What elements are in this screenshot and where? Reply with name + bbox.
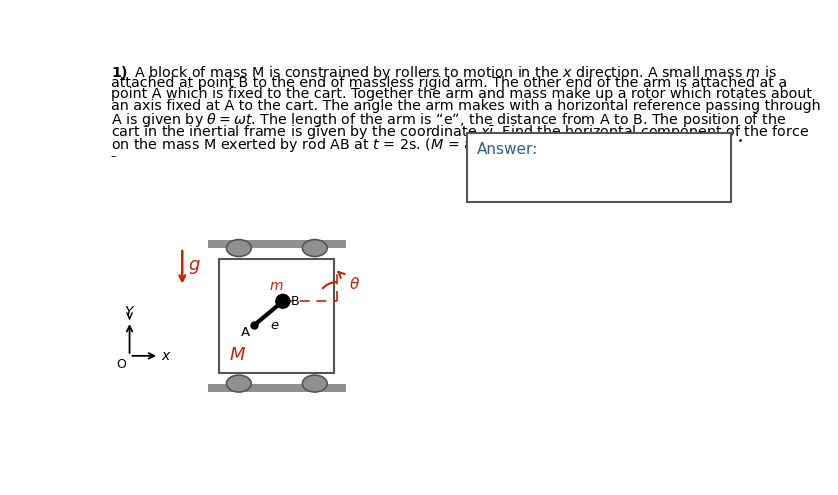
Text: $M$: $M$	[229, 346, 246, 363]
Text: A is given by $\theta = \omega t$. The length of the arm is “e”, the distance fr: A is given by $\theta = \omega t$. The l…	[111, 111, 786, 129]
Text: $\mathbf{1)}$: $\mathbf{1)}$	[111, 64, 128, 81]
Text: $x$: $x$	[162, 349, 172, 363]
Text: attached at point B to the end of massless rigid arm. The other end of the arm i: attached at point B to the end of massle…	[111, 76, 787, 90]
Text: Answer:: Answer:	[477, 142, 538, 157]
Text: an axis fixed at A to the cart. The angle the arm makes with a horizontal refere: an axis fixed at A to the cart. The angl…	[111, 99, 820, 113]
Ellipse shape	[303, 240, 327, 256]
Text: B: B	[291, 295, 299, 308]
Circle shape	[276, 295, 290, 308]
Text: $\theta$: $\theta$	[349, 276, 360, 293]
Text: $g$: $g$	[188, 258, 200, 276]
Text: point A which is fixed to the cart. Together the arm and mass make up a rotor wh: point A which is fixed to the cart. Toge…	[111, 88, 812, 101]
Text: cart in the inertial frame is given by the coordinate $x\bar{\imath}$. Find the : cart in the inertial frame is given by t…	[111, 123, 809, 141]
Bar	[208, 384, 346, 392]
Text: $e$: $e$	[270, 319, 280, 332]
Text: A: A	[241, 326, 251, 339]
Bar	[208, 240, 346, 248]
Text: –: –	[111, 150, 116, 161]
Text: $m$: $m$	[269, 279, 284, 293]
Ellipse shape	[226, 375, 251, 392]
Bar	[220, 259, 334, 373]
Text: A block of mass M is constrained by rollers to motion in the $x$ direction. A sm: A block of mass M is constrained by roll…	[130, 64, 777, 82]
Bar	[468, 133, 731, 202]
Text: $Y$: $Y$	[124, 305, 135, 319]
Text: on the mass M exerted by rod AB at $t$ = 2s. ($M$ = a, $m$ = b (kg), $\omega$ = : on the mass M exerted by rod AB at $t$ =…	[111, 134, 722, 156]
Text: O: O	[116, 358, 126, 371]
Ellipse shape	[303, 375, 327, 392]
Ellipse shape	[226, 240, 251, 256]
